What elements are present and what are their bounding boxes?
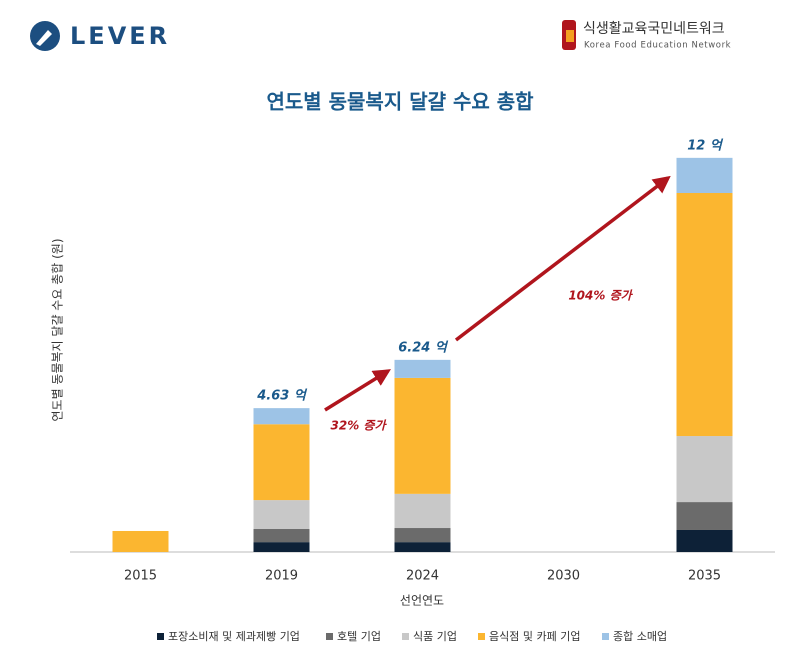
bar-segment bbox=[112, 530, 169, 552]
legend-label: 식품 기업 bbox=[413, 630, 457, 643]
lever-logo: LEVER bbox=[30, 21, 170, 51]
legend-swatch bbox=[157, 633, 164, 640]
legend-swatch bbox=[602, 633, 609, 640]
bar-segment bbox=[394, 359, 451, 378]
annotation: 104% 증가 bbox=[568, 289, 633, 303]
legend-label: 포장소비재 및 제과제빵 기업 bbox=[168, 630, 300, 643]
arrow bbox=[324, 369, 391, 412]
bar-segment bbox=[253, 500, 310, 530]
total-label: 6.24 억 bbox=[398, 339, 449, 355]
bar-segment bbox=[676, 502, 733, 530]
total-label: 4.63 억 bbox=[256, 388, 308, 404]
legend-swatch bbox=[402, 633, 409, 640]
total-label: 12 억 bbox=[687, 137, 724, 153]
annotation: 32% 증가 bbox=[331, 419, 388, 433]
legend-swatch bbox=[326, 633, 333, 640]
bar-segment bbox=[253, 529, 310, 543]
bar-segment bbox=[676, 436, 733, 503]
partner-logo: 식생활교육국민네트워크 Korea Food Education Network bbox=[562, 20, 731, 51]
legend-swatch bbox=[478, 633, 485, 640]
brand: LEVER bbox=[70, 22, 170, 50]
y-axis-label: 연도별 동물복지 달걀 수요 총합 (원) bbox=[51, 239, 65, 422]
x-axis-label: 선언연도 bbox=[400, 594, 444, 608]
chart-title: 연도별 동물복지 달걀 수요 총합 bbox=[266, 90, 534, 114]
bar-segment bbox=[676, 529, 733, 552]
x-tick-label: 2024 bbox=[406, 569, 439, 584]
bar-segment bbox=[394, 542, 451, 552]
partner: 식생활교육국민네트워크 bbox=[583, 21, 725, 37]
bar-segment bbox=[394, 493, 451, 529]
partner-sub: Korea Food Education Network bbox=[584, 41, 731, 51]
x-tick-label: 2015 bbox=[124, 569, 157, 584]
x-tick-label: 2035 bbox=[688, 569, 721, 584]
bar-segment bbox=[253, 408, 310, 425]
legend-label: 호텔 기업 bbox=[337, 630, 381, 643]
legend-label: 음식점 및 카페 기업 bbox=[489, 630, 580, 643]
bar-segment bbox=[676, 192, 733, 437]
legend-label: 종합 소매업 bbox=[613, 630, 667, 643]
bar-segment bbox=[394, 528, 451, 543]
x-tick-label: 2030 bbox=[547, 569, 580, 584]
arrow bbox=[454, 175, 671, 342]
x-tick-label: 2019 bbox=[265, 569, 298, 584]
bar-segment bbox=[394, 377, 451, 494]
bar-segment bbox=[253, 542, 310, 552]
bar-segment bbox=[253, 424, 310, 501]
bar-segment bbox=[676, 157, 733, 193]
